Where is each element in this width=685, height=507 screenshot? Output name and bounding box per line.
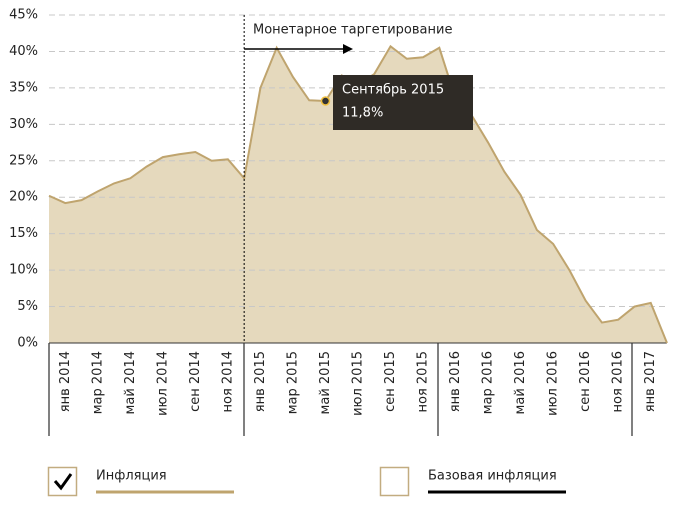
check-mark [53, 473, 73, 491]
x-tick-label: июл 2016 [546, 351, 561, 416]
y-tick-label: 0% [17, 336, 38, 351]
x-tick-label: янв 2014 [58, 351, 73, 412]
y-tick-label: 30% [9, 117, 38, 132]
y-tick-label: 20% [9, 190, 38, 205]
x-tick-label: янв 2016 [448, 351, 463, 412]
tooltip-title: Сентябрь 2015 [342, 83, 444, 98]
x-tick-label: сен 2015 [383, 351, 398, 412]
hover-point [320, 96, 331, 106]
legend-label[interactable]: Базовая инфляция [428, 469, 557, 484]
x-tick-label: мар 2016 [481, 351, 496, 414]
x-tick-label: май 2016 [513, 351, 528, 414]
legend-checkbox[interactable] [379, 466, 410, 497]
y-tick-label: 35% [9, 80, 38, 95]
x-tick-label: ноя 2016 [611, 351, 626, 413]
annotation-text: Монетарное таргетирование [253, 23, 452, 38]
x-tick-label: май 2015 [318, 351, 333, 414]
x-tick-label: май 2014 [123, 351, 138, 414]
y-tick-label: 15% [9, 226, 38, 241]
x-tick-label: сен 2016 [578, 351, 593, 412]
legend-label[interactable]: Инфляция [96, 469, 167, 484]
x-tick-label: ноя 2015 [416, 351, 431, 413]
legend-checkbox[interactable] [47, 466, 78, 497]
x-tick-label: янв 2017 [643, 351, 658, 412]
x-tick-label: июл 2014 [155, 351, 170, 416]
arrow-head [343, 44, 353, 54]
x-tick-label: ноя 2014 [220, 351, 235, 413]
tooltip-box [333, 75, 473, 130]
y-tick-label: 45% [9, 8, 38, 23]
area-fill [49, 46, 667, 343]
x-tick-label: июл 2015 [351, 351, 366, 416]
y-tick-label: 40% [9, 44, 38, 59]
x-tick-label: мар 2014 [90, 351, 105, 414]
tooltip-value: 11,8% [342, 106, 383, 121]
y-tick-label: 25% [9, 153, 38, 168]
x-tick-label: янв 2015 [253, 351, 268, 412]
x-tick-label: мар 2015 [285, 351, 300, 414]
y-tick-label: 5% [17, 299, 38, 314]
y-tick-label: 10% [9, 263, 38, 278]
x-tick-label: сен 2014 [188, 351, 203, 412]
